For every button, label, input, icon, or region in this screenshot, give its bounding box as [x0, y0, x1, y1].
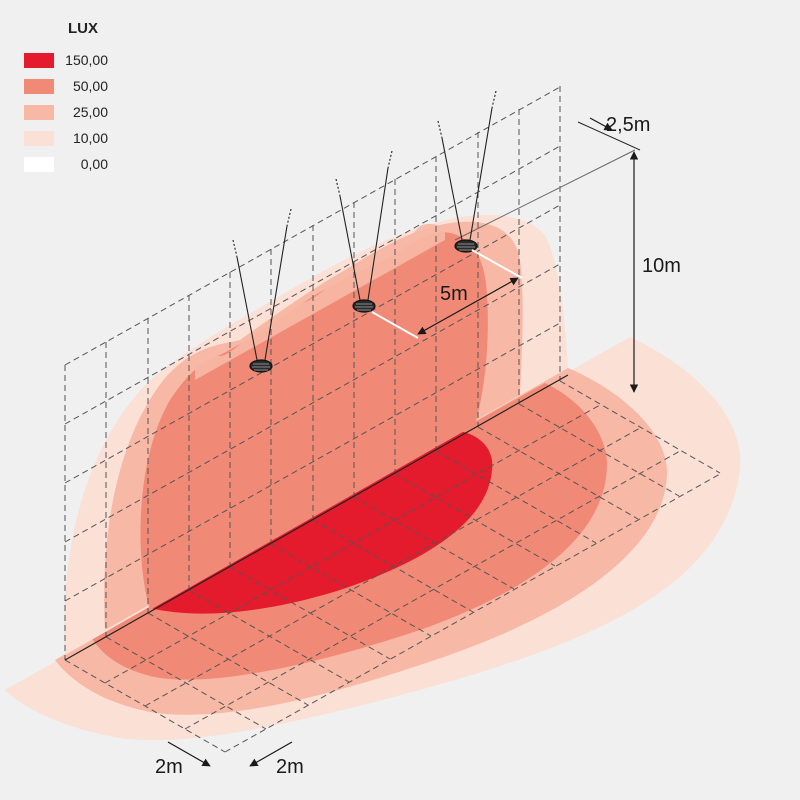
grid-dimension-label-1: 2m: [155, 756, 183, 778]
grid-dimension-label-2: 2m: [276, 756, 304, 778]
dimension-height: 10m: [629, 151, 681, 393]
legend-item-25: 25,00: [24, 99, 108, 125]
dimension-grid: 2m 2m: [155, 741, 304, 778]
legend-value-10: 10,00: [72, 130, 108, 146]
lux-legend: LUX 150,00 50,00 25,00 10,00 0,00: [24, 20, 108, 177]
legend-title: LUX: [68, 20, 98, 37]
legend-item-0: 0,00: [24, 151, 108, 177]
legend-value-0: 0,00: [80, 156, 108, 172]
wall-top-guide: [454, 149, 636, 241]
lamp-icon: [352, 299, 376, 313]
wall-base-line: [64, 374, 569, 661]
legend-value-150: 150,00: [65, 52, 108, 68]
suspension-wire-ends: [232, 90, 497, 258]
width-dimension-label: 2,5m: [606, 114, 650, 136]
suspension-wires: [236, 107, 493, 361]
legend-item-50: 50,00: [24, 73, 108, 99]
lamp-icon: [249, 359, 273, 373]
spacing-dimension-label: 5m: [440, 283, 468, 305]
wall-top-bumps: [195, 223, 445, 380]
legend-swatch-50: [24, 78, 54, 94]
legend-item-150: 150,00: [24, 47, 108, 73]
legend-swatch-10: [24, 130, 54, 146]
height-dimension-label: 10m: [642, 255, 681, 277]
legend-swatch-0: [24, 156, 54, 172]
wall-grid: [64, 86, 561, 660]
legend-value-50: 50,00: [72, 78, 108, 94]
lamp-icon: [454, 239, 478, 253]
legend-item-10: 10,00: [24, 125, 108, 151]
dimension-width: 2,5m: [577, 114, 650, 151]
wall-zone-50: [140, 232, 488, 610]
legend-swatch-150: [24, 52, 54, 68]
floor-zone-150: [150, 430, 493, 614]
legend-swatch-25: [24, 104, 54, 120]
floor-isolux-zones: [5, 337, 741, 741]
legend-value-25: 25,00: [72, 104, 108, 120]
dimension-spacing: 5m: [371, 249, 523, 339]
floor-grid: [64, 380, 721, 753]
